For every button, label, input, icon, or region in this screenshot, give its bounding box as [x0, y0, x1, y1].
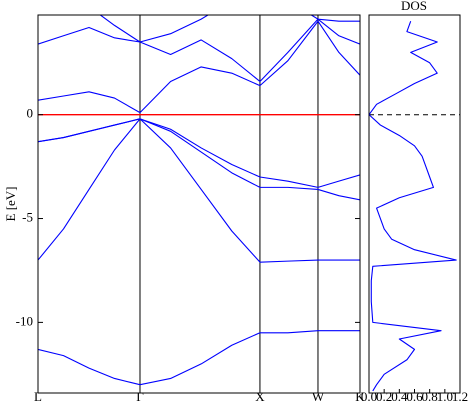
x-tick-label: L: [34, 389, 42, 404]
dos-title: DOS: [401, 0, 427, 13]
band: [38, 20, 360, 114]
y-tick-label: 0: [27, 106, 34, 121]
band: [38, 18, 360, 83]
y-axis-label: E [eV]: [3, 186, 18, 221]
band-frame: [37, 14, 361, 394]
x-tick-label: 0.2: [376, 389, 392, 404]
plot-layer: L Γ X W K0-5-100.00.20.40.60.81.01.2: [16, 15, 468, 404]
band: [38, 118, 360, 188]
x-tick-label: X: [255, 389, 265, 404]
x-tick-label: W: [312, 389, 325, 404]
band: [38, 330, 360, 386]
y-tick-label: -10: [16, 313, 33, 328]
x-tick-label: 1.0: [437, 389, 453, 404]
dos-plot: [369, 21, 460, 392]
band: [99, 15, 360, 43]
y-tick-label: -5: [22, 210, 33, 225]
band: [38, 118, 360, 263]
band: [38, 118, 360, 201]
x-tick-label: 0.8: [422, 389, 438, 404]
dos-frame: [368, 14, 461, 394]
dos-curve: [369, 21, 457, 392]
x-tick-label: Γ: [136, 389, 144, 404]
band-plot: [38, 15, 360, 393]
x-tick-label: K: [355, 389, 365, 404]
